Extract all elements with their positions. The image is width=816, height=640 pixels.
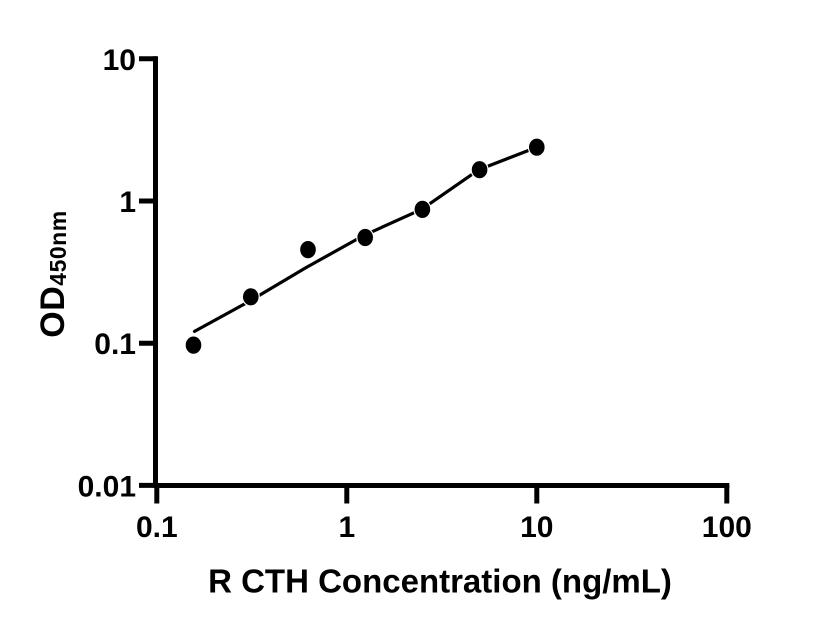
y-axis-title-main: OD — [34, 285, 72, 338]
x-axis-title: R CTH Concentration (ng/mL) — [208, 562, 672, 600]
data-point — [184, 335, 203, 355]
data-point — [470, 159, 489, 180]
x-tick-label: 0.1 — [136, 511, 178, 544]
y-tick-label: 10 — [103, 44, 136, 77]
data-point — [356, 227, 375, 248]
x-tick-label: 10 — [520, 511, 553, 544]
data-point — [241, 286, 260, 307]
data-point — [299, 239, 318, 260]
y-axis-title-subscript: 450nm — [45, 210, 71, 286]
y-tick-label: 0.1 — [94, 328, 136, 361]
data-point — [413, 199, 432, 220]
y-axis-title: OD450nm — [34, 210, 72, 338]
x-tick-label: 1 — [338, 511, 355, 544]
data-point — [527, 137, 546, 157]
y-tick-label: 0.01 — [78, 470, 136, 503]
y-tick-label: 1 — [119, 186, 136, 219]
x-tick-label: 100 — [702, 511, 752, 544]
